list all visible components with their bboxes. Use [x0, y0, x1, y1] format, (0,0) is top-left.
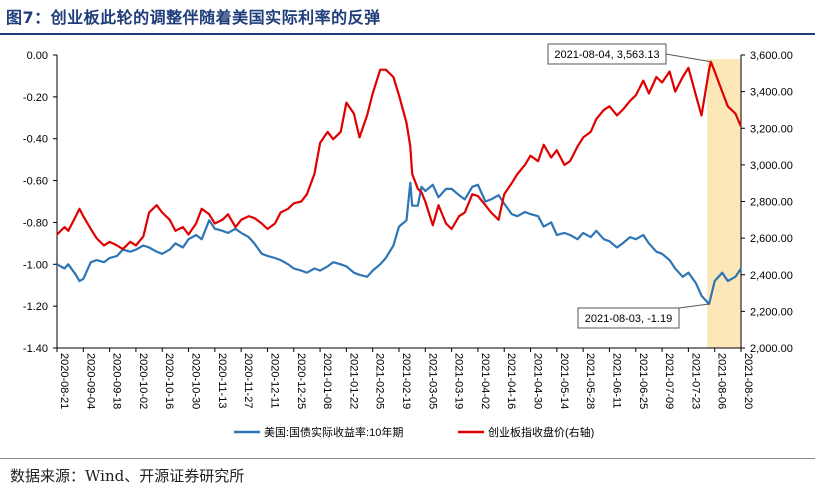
- annotation-box: [547, 43, 667, 65]
- x-axis-tick-label: 2021-03-05: [426, 353, 438, 409]
- x-axis-tick-label: 2021-03-19: [453, 353, 465, 409]
- legend-label: 创业板指收盘价(右轴): [488, 425, 594, 439]
- x-axis-tick-label: 2020-12-25: [295, 353, 307, 409]
- x-axis-tick-label: 2020-09-04: [84, 353, 96, 409]
- right-axis-tick-label: 2,600.00: [750, 233, 793, 245]
- x-axis-tick-label: 2020-11-13: [216, 353, 228, 408]
- x-axis-tick-label: 2020-10-16: [163, 353, 175, 409]
- title-divider: [0, 33, 815, 35]
- x-axis-tick-label: 2021-04-30: [532, 353, 544, 409]
- x-axis-tick-label: 2021-06-25: [637, 353, 649, 409]
- x-axis-tick-label: 2021-07-09: [663, 353, 675, 409]
- x-axis-tick-label: 2020-11-27: [242, 353, 254, 408]
- annotation-leader: [678, 303, 710, 309]
- x-axis-tick-label: 2021-05-14: [558, 353, 570, 409]
- legend-label: 美国:国债实际收益率:10年期: [264, 425, 403, 439]
- highlight-band: [707, 59, 741, 348]
- annotation-box: [577, 307, 680, 329]
- x-axis-tick-label: 2021-08-06: [716, 353, 728, 409]
- x-axis-tick-label: 2021-01-22: [347, 353, 359, 409]
- left-axis-tick-label: -1.20: [23, 301, 48, 313]
- left-axis-tick-label: -0.20: [23, 92, 48, 104]
- left-axis-tick-label: -1.40: [23, 343, 48, 355]
- chinext-close-line: [56, 60, 743, 251]
- annotation-label: 2021-08-04, 3,563.13: [554, 49, 659, 61]
- left-axis-tick-label: -1.00: [23, 259, 48, 271]
- x-axis-tick-label: 2020-09-18: [111, 353, 123, 409]
- source-divider: [0, 458, 815, 459]
- x-axis-tick-label: 2021-02-05: [374, 353, 386, 409]
- right-axis-tick-label: 2,000.00: [750, 343, 793, 355]
- x-axis-tick-label: 2021-07-23: [689, 353, 701, 409]
- left-axis-tick-label: 0.00: [27, 50, 48, 62]
- x-axis-tick-label: 2021-08-20: [742, 353, 754, 409]
- x-axis-tick-label: 2021-01-08: [321, 353, 333, 409]
- left-axis-tick-label: -0.80: [23, 217, 48, 229]
- right-axis-tick-label: 3,600.00: [750, 50, 793, 62]
- chart-title: 图7：创业板此轮的调整伴随着美国实际利率的反弹: [6, 8, 381, 27]
- x-axis-tick-label: 2021-06-11: [610, 353, 622, 408]
- annotation-label: 2021-08-03, -1.19: [585, 313, 672, 325]
- x-axis-tick-label: 2021-04-02: [479, 353, 491, 409]
- left-axis-tick-label: -0.40: [23, 134, 48, 146]
- right-axis-tick-label: 2,800.00: [750, 197, 793, 209]
- right-axis-tick-label: 3,000.00: [750, 160, 793, 172]
- left-axis-tick-label: -0.60: [23, 176, 48, 188]
- us-real-yield-line: [56, 181, 742, 306]
- x-axis-tick-label: 2020-10-30: [190, 353, 202, 409]
- dual-axis-line-chart: 0.00 -0.20 -0.40 -0.60 -0.80 -1.00 -1.20 -1.40 3…: [23, 43, 793, 439]
- x-axis-tick-label: 2021-02-19: [400, 353, 412, 409]
- right-axis-tick-label: 2,400.00: [750, 270, 793, 282]
- right-axis-tick-label: 3,400.00: [750, 87, 793, 99]
- x-axis-tick-label: 2020-10-02: [137, 353, 149, 409]
- x-axis-tick-label: 2021-04-16: [505, 353, 517, 409]
- annotation-leader: [665, 53, 712, 63]
- right-axis-tick-label: 3,200.00: [750, 123, 793, 135]
- right-axis-tick-label: 2,200.00: [750, 306, 793, 318]
- x-axis-tick-label: 2020-12-11: [268, 353, 280, 408]
- x-axis-tick-label: 2020-08-21: [58, 353, 70, 409]
- x-axis-tick-label: 2021-05-28: [584, 353, 596, 409]
- source-note: 数据来源：Wind、开源证券研究所: [10, 467, 245, 485]
